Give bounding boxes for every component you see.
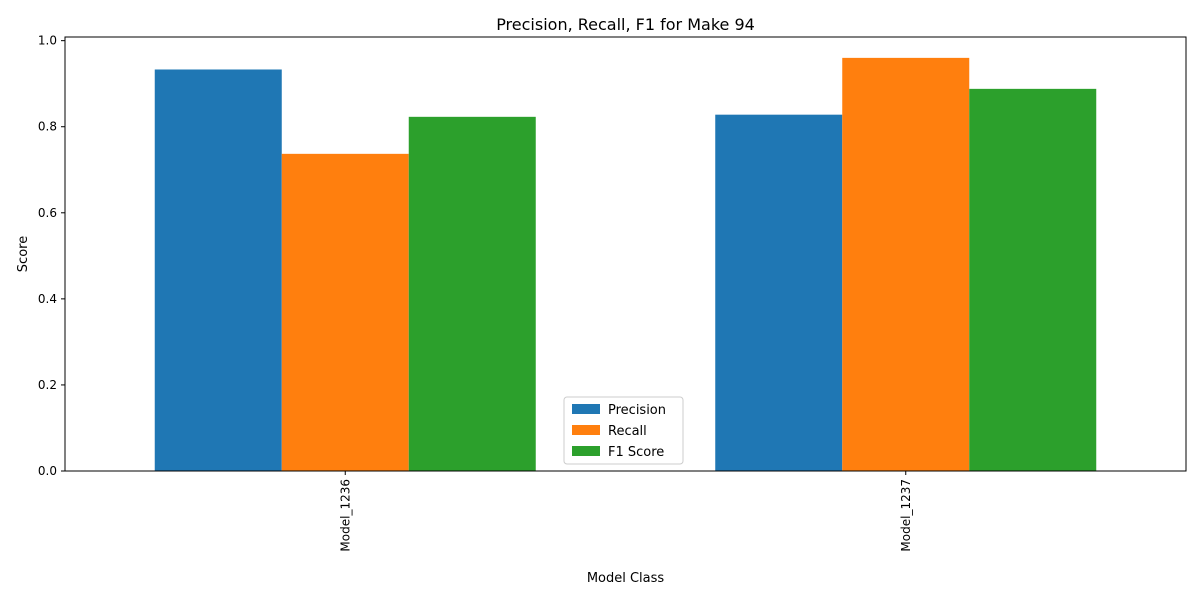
y-tick-label: 0.0 (38, 464, 57, 478)
x-tick-label: Model_1236 (338, 479, 352, 552)
y-tick-label: 0.4 (38, 292, 57, 306)
legend: Precision Recall F1 Score (563, 396, 684, 465)
legend-swatch-f1-score (572, 446, 600, 456)
y-tick-label: 0.2 (38, 378, 57, 392)
bar-f1-score-model_1236 (408, 116, 536, 471)
bar-f1-score-model_1237 (969, 88, 1097, 471)
bars-layer (154, 57, 1097, 472)
legend-swatch-precision (572, 404, 600, 414)
x-tick-label: Model_1237 (899, 479, 913, 552)
x-axis-label: Model Class (587, 571, 665, 586)
legend-label-recall: Recall (608, 424, 647, 439)
bar-precision-model_1236 (154, 69, 282, 471)
bar-recall-model_1237 (842, 57, 970, 472)
legend-label-f1-score: F1 Score (608, 445, 664, 460)
bar-precision-model_1237 (715, 114, 843, 471)
y-axis: 0.0 0.2 0.4 0.6 0.8 1.0 (38, 34, 65, 478)
bar-recall-model_1236 (281, 153, 409, 471)
plot-frame (64, 36, 1187, 472)
chart-title: Precision, Recall, F1 for Make 94 (496, 15, 755, 34)
legend-label-precision: Precision (608, 403, 666, 418)
y-tick-label: 1.0 (38, 34, 57, 48)
y-tick-label: 0.8 (38, 120, 57, 134)
y-axis-label: Score (16, 236, 31, 272)
legend-swatch-recall (572, 425, 600, 435)
x-axis: Model_1236 Model_1237 (338, 471, 913, 552)
y-tick-label: 0.6 (38, 206, 57, 220)
